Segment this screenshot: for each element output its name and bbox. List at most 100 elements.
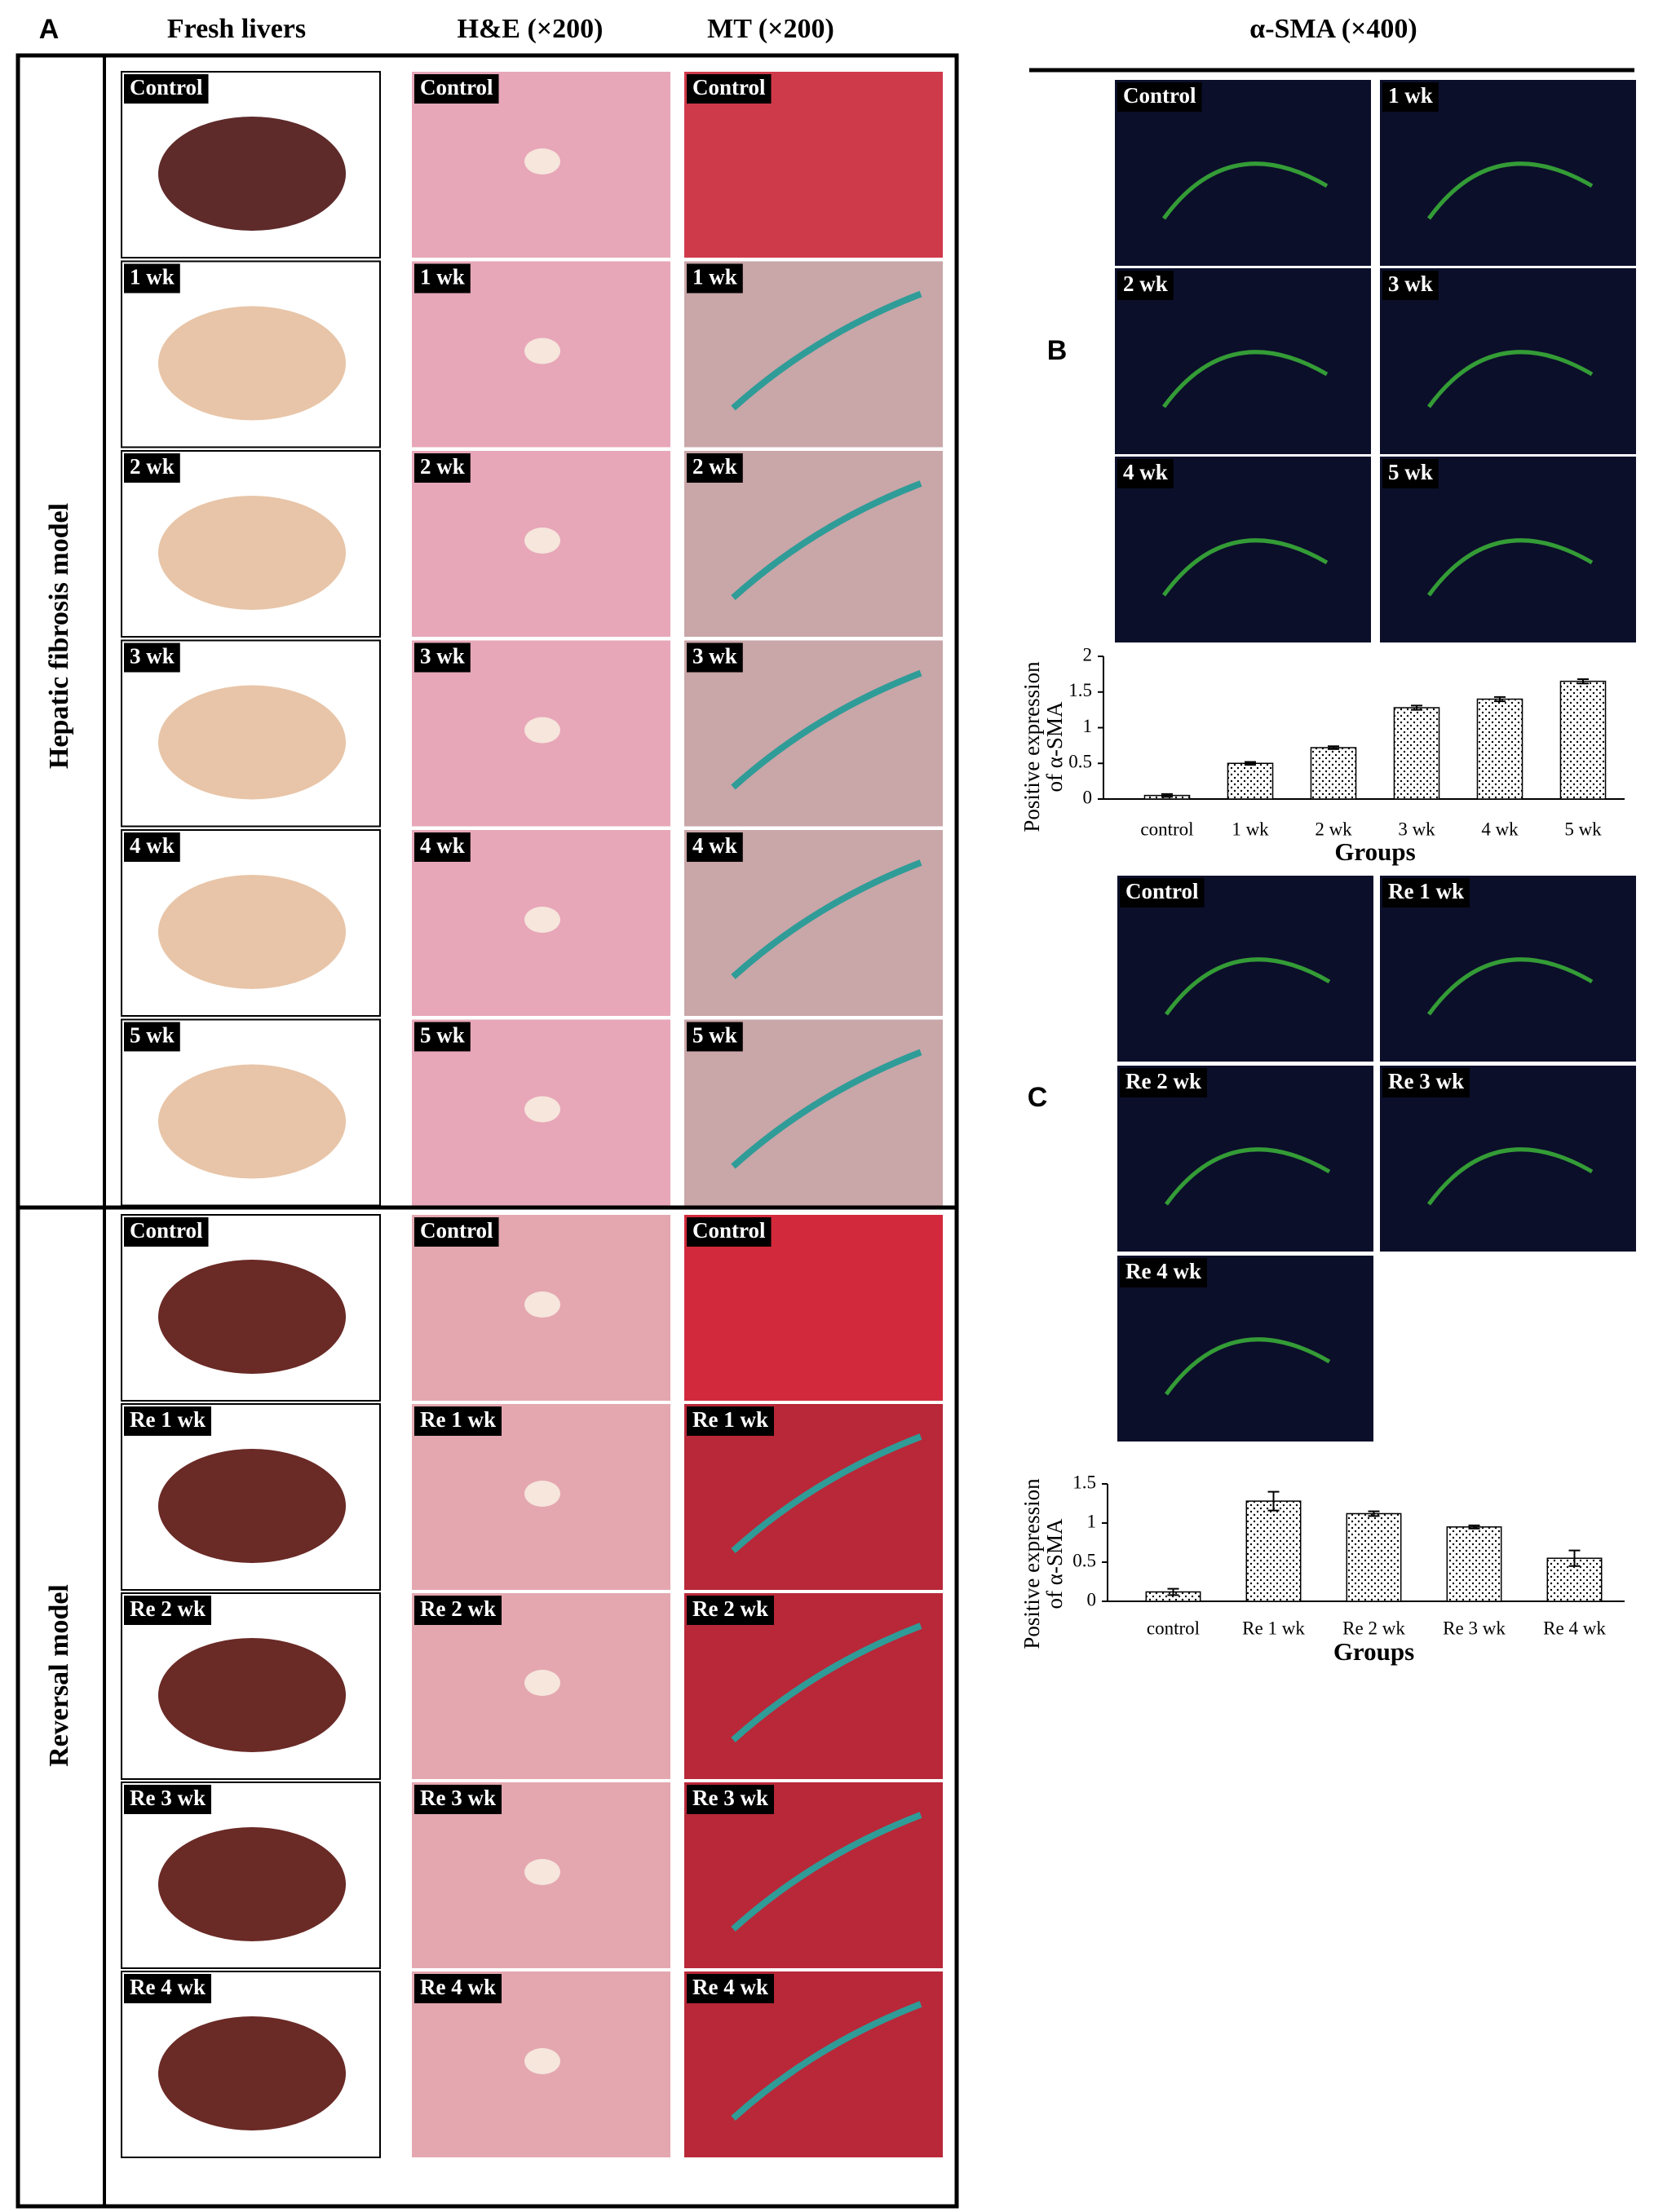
sma-stain: [1164, 1337, 1331, 1396]
bar: [1245, 1500, 1302, 1602]
bar: [1446, 1526, 1502, 1602]
label-box: [1117, 459, 1174, 488]
liver: [158, 496, 346, 610]
collagen: [731, 1623, 922, 1742]
y-tick-label: 1: [1087, 1511, 1097, 1531]
panel-frame: [15, 53, 959, 2209]
label-box: [1382, 878, 1470, 907]
x-tick-label: Re 4 wk: [1543, 1618, 1606, 1638]
image-label: 2 wk: [692, 454, 737, 479]
image-label: Control: [692, 75, 766, 99]
error-bar: [1245, 761, 1256, 766]
image-label: Control: [692, 1218, 766, 1243]
x-tick-label: Re 3 wk: [1443, 1618, 1506, 1638]
image-label: 3 wk: [692, 644, 737, 669]
image-label: 3 wk: [420, 644, 465, 669]
label-box: [1120, 878, 1205, 907]
collagen: [731, 1812, 922, 1932]
image-label: 1 wk: [130, 265, 175, 289]
image-label: Re 3 wk: [420, 1786, 496, 1810]
error-bar: [1568, 1549, 1581, 1567]
x-tick-label: 5 wk: [1564, 819, 1602, 839]
error-bar: [1368, 1510, 1380, 1517]
error-bar: [1468, 1524, 1480, 1530]
label-box: [124, 832, 180, 862]
image-label: Re 2 wk: [130, 1596, 206, 1621]
liver: [158, 1827, 346, 1941]
label-box: [124, 1596, 211, 1625]
image-label: Re 1 wk: [130, 1407, 206, 1432]
bar: [1559, 680, 1607, 800]
label-box: [414, 1022, 471, 1052]
image-label: Re 2 wk: [1125, 1069, 1201, 1093]
label-box: [124, 1785, 211, 1814]
bar: [1227, 762, 1274, 800]
y-tick-label: 0.5: [1068, 752, 1092, 772]
label-box: [687, 1406, 774, 1436]
image-label: Re 1 wk: [1388, 879, 1464, 903]
group-label: Hepatic fibrosis model: [44, 503, 74, 769]
image-label: Re 4 wk: [420, 1975, 496, 1999]
image-label: 1 wk: [692, 265, 737, 289]
label-box: [687, 263, 743, 294]
error-bar: [1577, 678, 1589, 685]
label-box: [124, 642, 180, 673]
vessel: [524, 1670, 560, 1696]
sma-stain: [1426, 538, 1594, 597]
image-label: 4 wk: [420, 833, 465, 858]
panel-label: C: [1028, 1082, 1048, 1113]
label-box: [1117, 271, 1174, 300]
x-axis-label: Groups: [1334, 837, 1415, 866]
x-tick-label: Re 1 wk: [1242, 1618, 1305, 1638]
vessel: [524, 907, 560, 933]
y-tick-label: 1.5: [1068, 680, 1092, 700]
column-header: Fresh livers: [167, 14, 306, 44]
label-box: [414, 1596, 502, 1625]
error-bar: [1161, 793, 1173, 798]
label-box: [687, 1217, 772, 1247]
y-axis-label: of α-SMA: [1042, 701, 1067, 792]
label-box: [414, 453, 471, 483]
y-tick-label: 0: [1087, 1589, 1097, 1609]
vessel: [524, 1096, 560, 1123]
sma-stain: [1164, 957, 1331, 1016]
image-label: 3 wk: [130, 644, 175, 669]
y-tick-label: 0.5: [1072, 1550, 1096, 1570]
error-bar: [1267, 1490, 1280, 1512]
y-tick-label: 1.5: [1072, 1472, 1096, 1492]
label-box: [1382, 271, 1439, 300]
sma-stain: [1161, 538, 1329, 597]
image-label: Re 2 wk: [420, 1596, 496, 1621]
label-box: [687, 74, 772, 104]
x-axis-label: Groups: [1333, 1637, 1414, 1666]
vessel: [524, 528, 560, 554]
x-tick-label: 4 wk: [1481, 819, 1519, 839]
bar: [1346, 1512, 1402, 1602]
image-label: Control: [420, 1218, 493, 1243]
image-label: 1 wk: [1388, 83, 1433, 108]
label-box: [414, 1217, 499, 1247]
vessel: [524, 717, 560, 744]
sma-stain: [1426, 1147, 1594, 1206]
label-box: [687, 1596, 774, 1625]
image-label: Control: [130, 75, 203, 99]
liver: [158, 306, 346, 421]
vessel: [524, 148, 560, 174]
image-label: 1 wk: [420, 265, 465, 289]
error-bar: [1494, 695, 1506, 703]
image-label: Re 3 wk: [692, 1786, 768, 1810]
image-label: 2 wk: [1123, 272, 1168, 296]
image-label: 5 wk: [130, 1023, 175, 1048]
label-box: [124, 1217, 209, 1247]
liver: [158, 1449, 346, 1563]
x-tick-label: control: [1147, 1618, 1200, 1638]
liver: [158, 685, 346, 800]
y-tick-label: 0: [1083, 787, 1093, 807]
collagen: [731, 480, 922, 600]
y-axis-label: Positive expression: [1019, 1478, 1044, 1649]
label-box: [414, 832, 471, 862]
label-box: [687, 453, 743, 483]
image-label: Control: [130, 1218, 203, 1243]
sma-stain: [1161, 350, 1329, 408]
